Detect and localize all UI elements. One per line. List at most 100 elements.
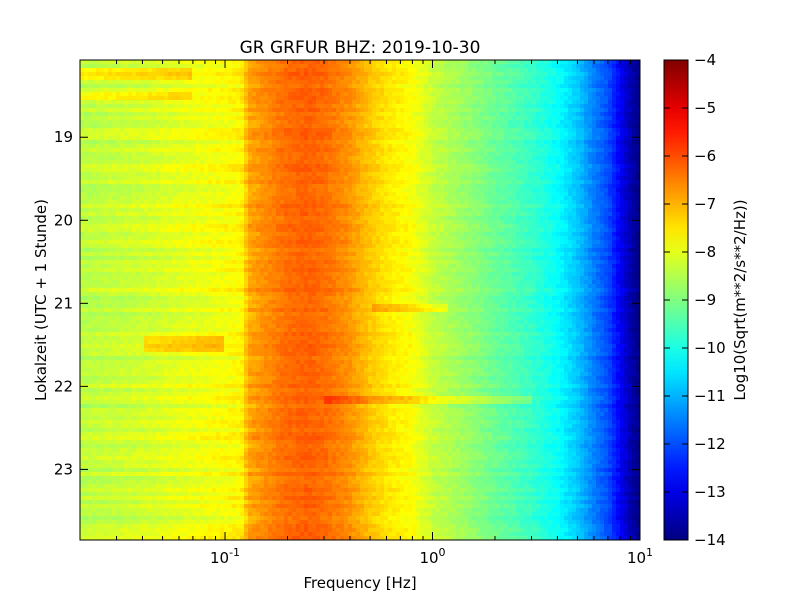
heatmap-cell	[620, 68, 624, 72]
heatmap-cell	[256, 72, 260, 76]
heatmap-cell	[380, 196, 384, 200]
heatmap-cell	[156, 144, 160, 148]
heatmap-cell	[152, 152, 156, 156]
heatmap-cell	[344, 164, 348, 168]
heatmap-cell	[308, 120, 312, 124]
heatmap-cell	[480, 176, 484, 180]
heatmap-cell	[536, 132, 540, 136]
heatmap-cell	[264, 92, 268, 96]
heatmap-cell	[344, 100, 348, 104]
heatmap-cell	[452, 88, 456, 92]
heatmap-cell	[436, 76, 440, 80]
heatmap-cell	[544, 144, 548, 148]
heatmap-cell	[240, 200, 244, 204]
heatmap-cell	[512, 164, 516, 168]
heatmap-cell	[628, 72, 632, 76]
heatmap-cell	[164, 72, 168, 76]
heatmap-cell	[472, 92, 476, 96]
heatmap-cell	[176, 64, 180, 68]
heatmap-cell	[208, 200, 212, 204]
heatmap-cell	[124, 80, 128, 84]
heatmap-cell	[104, 72, 108, 76]
heatmap-cell	[428, 176, 432, 180]
heatmap-cell	[320, 80, 324, 84]
heatmap-cell	[500, 112, 504, 116]
heatmap-cell	[156, 180, 160, 184]
heatmap-cell	[492, 84, 496, 88]
heatmap-cell	[448, 80, 452, 84]
heatmap-cell	[412, 164, 416, 168]
heatmap-cell	[80, 136, 84, 140]
heatmap-cell	[384, 112, 388, 116]
heatmap-cell	[308, 88, 312, 92]
heatmap-cell	[476, 68, 480, 72]
heatmap-cell	[632, 156, 636, 160]
heatmap-cell	[460, 68, 464, 72]
heatmap-cell	[364, 88, 368, 92]
heatmap-cell	[500, 140, 504, 144]
heatmap-cell	[592, 68, 596, 72]
heatmap-cell	[324, 128, 328, 132]
heatmap-cell	[544, 140, 548, 144]
heatmap-cell	[436, 192, 440, 196]
heatmap-cell	[540, 184, 544, 188]
heatmap-cell	[316, 188, 320, 192]
heatmap-cell	[328, 112, 332, 116]
heatmap-cell	[512, 112, 516, 116]
heatmap-cell	[508, 164, 512, 168]
heatmap-cell	[364, 176, 368, 180]
heatmap-cell	[508, 112, 512, 116]
heatmap-cell	[440, 140, 444, 144]
heatmap-cell	[492, 68, 496, 72]
heatmap-cell	[352, 96, 356, 100]
heatmap-cell	[412, 108, 416, 112]
heatmap-cell	[92, 156, 96, 160]
heatmap-cell	[80, 184, 84, 188]
heatmap-cell	[296, 144, 300, 148]
heatmap-cell	[624, 104, 628, 108]
heatmap-cell	[184, 132, 188, 136]
heatmap-cell	[500, 176, 504, 180]
heatmap-cell	[472, 196, 476, 200]
heatmap-cell	[496, 124, 500, 128]
heatmap-cell	[340, 104, 344, 108]
heatmap-cell	[296, 64, 300, 68]
heatmap-cell	[308, 192, 312, 196]
heatmap-cell	[384, 96, 388, 100]
heatmap-cell	[288, 160, 292, 164]
heatmap-cell	[624, 72, 628, 76]
heatmap-cell	[496, 144, 500, 148]
heatmap-cell	[488, 148, 492, 152]
heatmap-cell	[176, 152, 180, 156]
heatmap-cell	[308, 76, 312, 80]
heatmap-cell	[388, 188, 392, 192]
heatmap-cell	[252, 164, 256, 168]
heatmap-cell	[432, 112, 436, 116]
heatmap-cell	[520, 132, 524, 136]
heatmap-cell	[440, 124, 444, 128]
heatmap-cell	[184, 144, 188, 148]
heatmap-cell	[620, 156, 624, 160]
heatmap-cell	[460, 96, 464, 100]
heatmap-cell	[248, 144, 252, 148]
heatmap-cell	[292, 144, 296, 148]
heatmap-cell	[300, 68, 304, 72]
heatmap-cell	[416, 192, 420, 196]
heatmap-cell	[620, 128, 624, 132]
heatmap-cell	[324, 96, 328, 100]
heatmap-cell	[336, 176, 340, 180]
heatmap-cell	[568, 76, 572, 80]
heatmap-cell	[212, 124, 216, 128]
heatmap-cell	[148, 116, 152, 120]
heatmap-cell	[132, 136, 136, 140]
heatmap-cell	[160, 152, 164, 156]
heatmap-cell	[488, 192, 492, 196]
heatmap-cell	[348, 104, 352, 108]
heatmap-cell	[308, 84, 312, 88]
heatmap-cell	[360, 120, 364, 124]
heatmap-cell	[216, 124, 220, 128]
heatmap-cell	[524, 196, 528, 200]
heatmap-cell	[288, 152, 292, 156]
heatmap-cell	[636, 64, 640, 68]
heatmap-cell	[400, 168, 404, 172]
